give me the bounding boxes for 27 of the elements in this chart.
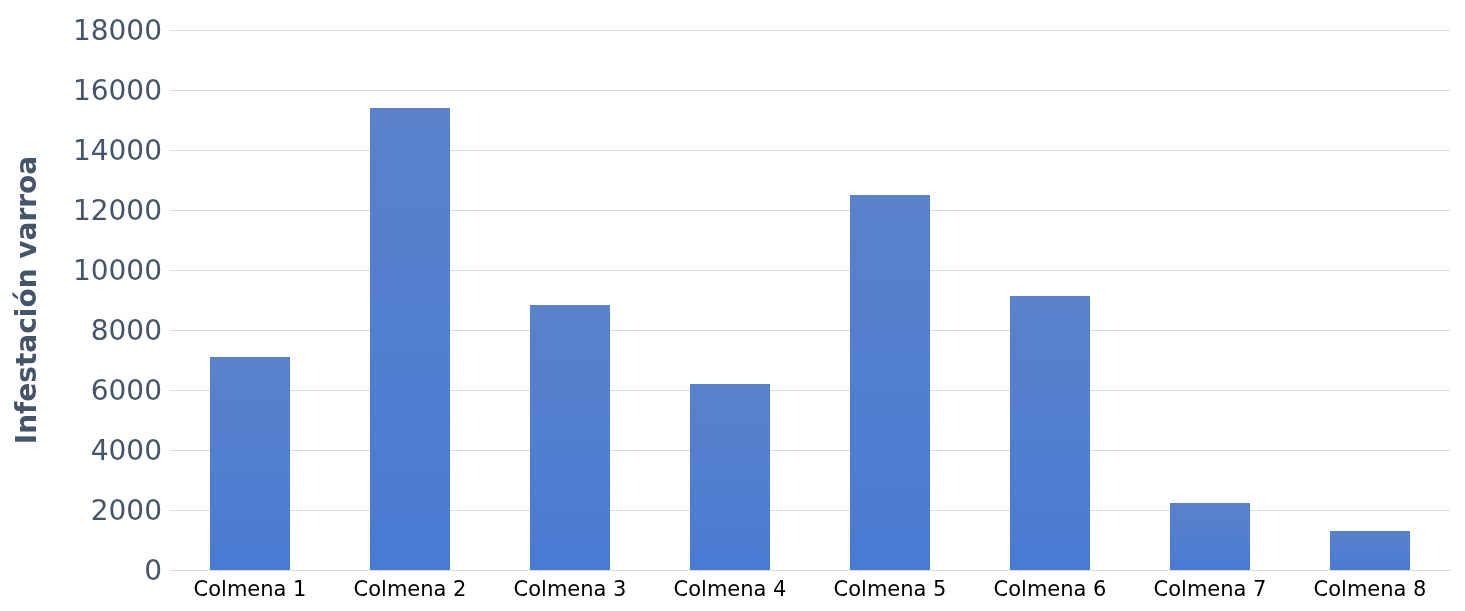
bar: [530, 305, 610, 570]
bar: [690, 384, 770, 570]
y-axis-title: Infestación varroa: [9, 155, 43, 445]
bar: [210, 357, 290, 570]
x-tick-label: Colmena 3: [513, 576, 627, 601]
bar: [1170, 503, 1250, 570]
y-tick-label: 4000: [90, 433, 162, 467]
y-tick-label: 18000: [72, 13, 162, 47]
y-tick-label: 6000: [90, 373, 162, 407]
y-tick-label: 10000: [72, 253, 162, 287]
y-tick-label: 12000: [72, 193, 162, 227]
x-tick-label: Colmena 1: [193, 576, 307, 601]
x-tick-label: Colmena 6: [993, 576, 1107, 601]
bar: [850, 195, 930, 570]
bar: [1010, 296, 1090, 570]
y-tick-label: 14000: [72, 133, 162, 167]
x-tick-label: Colmena 4: [673, 576, 787, 601]
x-tick-label: Colmena 2: [353, 576, 467, 601]
bar: [370, 108, 450, 570]
x-tick-label: Colmena 8: [1313, 576, 1427, 601]
x-tick-label: Colmena 5: [833, 576, 947, 601]
y-tick-label: 0: [144, 553, 162, 587]
x-tick-label: Colmena 7: [1153, 576, 1267, 601]
bar: [1330, 531, 1410, 570]
y-tick-label: 2000: [90, 493, 162, 527]
y-tick-label: 16000: [72, 73, 162, 107]
y-tick-label: 8000: [90, 313, 162, 347]
